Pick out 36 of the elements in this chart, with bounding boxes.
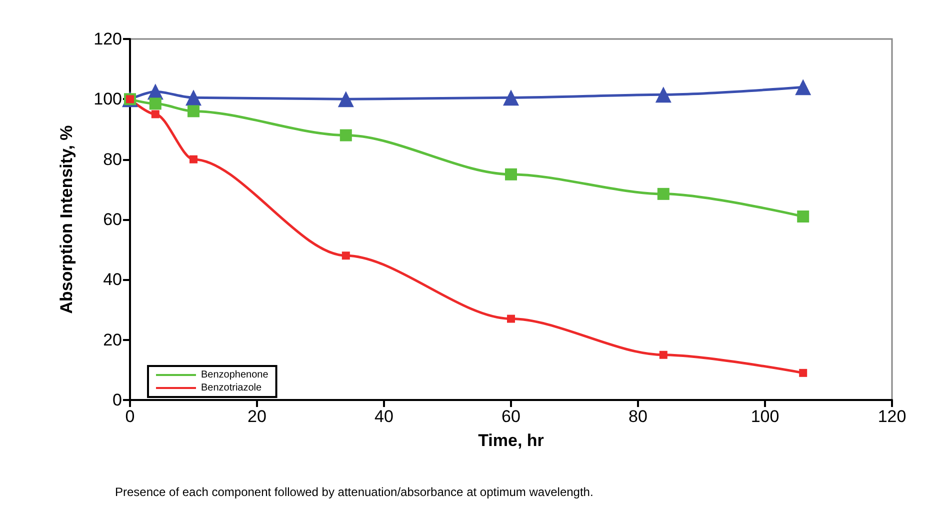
point	[503, 90, 519, 106]
y-tick-label: 80	[103, 150, 122, 169]
x-tick-label: 80	[628, 407, 648, 426]
point	[507, 314, 515, 323]
point	[340, 129, 352, 142]
y-tick-label: 20	[103, 330, 122, 350]
point	[657, 188, 670, 200]
x-tick-label: 60	[502, 407, 520, 426]
text: Presence of each component followed by attenuation/absorbance at optimum wavelength.	[115, 485, 594, 499]
x-tick-label: 0	[125, 407, 135, 426]
point	[338, 91, 354, 108]
point	[795, 79, 812, 96]
point	[797, 210, 810, 222]
y-tick-label: 0	[112, 390, 122, 410]
point	[505, 168, 517, 180]
x-axis-title: Time, hr	[478, 431, 544, 450]
y-tick-label: 100	[94, 90, 122, 109]
x-tick-label: 40	[374, 407, 394, 426]
point	[188, 105, 200, 118]
legend-label: Benzotriazole	[201, 382, 262, 394]
legend-label: Benzophenone	[201, 370, 269, 380]
point	[655, 86, 672, 103]
point	[149, 98, 162, 110]
y-tick-label: 60	[103, 210, 122, 229]
point	[799, 368, 808, 377]
point	[186, 90, 202, 106]
y-tick-label: 120	[94, 30, 122, 48]
x-tick-label: 100	[750, 407, 780, 426]
y-tick-label: 40	[103, 270, 122, 290]
y-axis-title: Absorption Intensity, %	[57, 125, 76, 314]
point	[190, 155, 198, 164]
x-tick-label: 120	[878, 407, 906, 426]
point	[151, 110, 160, 118]
point	[659, 350, 668, 359]
x-tick-label: 20	[248, 407, 266, 426]
point	[342, 252, 350, 260]
